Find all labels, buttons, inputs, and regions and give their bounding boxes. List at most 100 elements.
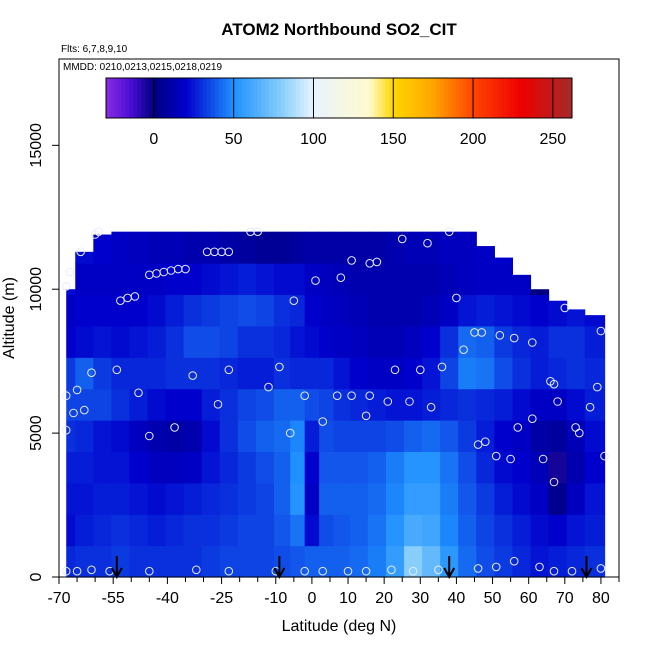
sample-point — [80, 405, 89, 415]
colorbar-tick-label: 100 — [300, 131, 327, 148]
colorbar-segment — [261, 78, 266, 118]
heatmap-cell — [476, 514, 495, 547]
sample-point — [311, 276, 320, 285]
x-tick-label: -70 — [47, 590, 70, 607]
sample-points — [61, 227, 609, 576]
colorbar-segment — [443, 78, 449, 118]
x-tick-label: 10 — [339, 590, 357, 607]
x-tick-label: 70 — [556, 590, 574, 607]
heatmap-cell — [66, 514, 76, 547]
colorbar-segment — [187, 78, 192, 118]
heatmap-cell — [93, 263, 112, 296]
heatmap-cell — [458, 357, 477, 390]
heatmap-cell — [494, 294, 514, 327]
heatmap-cell — [349, 357, 369, 390]
sample-point — [473, 564, 483, 573]
colorbar-segment — [428, 78, 433, 118]
heatmap-cell — [440, 388, 459, 421]
heatmap-cell — [333, 294, 351, 327]
colorbar-segment — [556, 78, 561, 118]
heatmap-cell — [93, 420, 112, 453]
heatmap-cell — [147, 294, 167, 327]
sample-point — [145, 431, 154, 441]
heatmap-cell — [75, 388, 94, 421]
heatmap-cell — [129, 482, 149, 515]
colorbar-segment — [222, 78, 227, 118]
y-axis-title: Altitude (m) — [1, 277, 18, 359]
heatmap-cell — [290, 231, 306, 264]
sample-point — [87, 565, 96, 575]
sample-point — [423, 238, 432, 248]
x-axis-title: Latitude (deg N) — [282, 618, 397, 635]
heatmap-cell — [304, 231, 320, 264]
heatmap-cell — [385, 451, 405, 484]
colorbar-tick-label: 150 — [380, 131, 407, 148]
heatmap-cell — [476, 246, 495, 264]
sample-point — [477, 328, 487, 337]
heatmap-cell — [494, 263, 514, 296]
sample-point — [408, 566, 418, 576]
heatmap-cell — [512, 325, 532, 358]
heatmap-cell — [319, 294, 335, 327]
heatmap-cell — [255, 514, 275, 547]
heatmap-cell — [66, 482, 76, 515]
colorbar-segment — [389, 78, 394, 118]
colorbar-segment — [490, 78, 495, 118]
heatmap-cell — [219, 388, 239, 421]
colorbar-segment — [412, 78, 418, 118]
colorbar-segment — [133, 78, 138, 118]
heatmap-cell — [75, 451, 94, 484]
heatmap-cell — [422, 451, 441, 484]
heatmap-cell — [273, 231, 291, 264]
sample-point — [130, 292, 140, 301]
colorbar-segment — [474, 78, 480, 118]
heatmap-cell — [129, 514, 149, 547]
heatmap-cell — [319, 514, 335, 547]
heatmap-cell — [333, 482, 351, 515]
sample-point — [491, 451, 501, 461]
heatmap-cell — [458, 388, 477, 421]
colorbar-segment — [455, 78, 460, 118]
heatmap-cell — [584, 451, 606, 484]
heatmap-cell — [75, 263, 94, 296]
heatmap-cell — [183, 357, 203, 390]
heatmap-cell — [201, 388, 221, 421]
heatmap-cell — [237, 325, 257, 358]
heatmap-cell — [385, 514, 405, 547]
colorbar-segment — [405, 78, 410, 118]
colorbar-segment — [109, 78, 115, 118]
colorbar-segment — [296, 78, 301, 118]
colorbar-segment — [393, 78, 398, 118]
heatmap-cell — [584, 388, 606, 421]
heatmap-cell — [201, 357, 221, 390]
heatmap-cell — [404, 482, 423, 515]
heatmap-cell — [237, 263, 257, 296]
heatmap-cell — [476, 545, 495, 578]
heatmap-cell — [440, 514, 459, 547]
heatmap-cell — [566, 325, 586, 358]
heatmap-cell — [273, 294, 291, 327]
heatmap-cell — [165, 545, 185, 578]
heatmap-cell — [290, 482, 306, 515]
colorbar-segment — [241, 78, 247, 118]
colorbar-segment — [195, 78, 200, 118]
heatmap-cell — [440, 451, 459, 484]
heatmap-cell — [183, 325, 203, 358]
heatmap-cell — [147, 357, 167, 390]
heatmap-cell — [404, 357, 423, 390]
colorbar-segment — [175, 78, 181, 118]
colorbar-segment — [311, 78, 317, 118]
heatmap-cell — [385, 263, 405, 296]
sample-point — [275, 362, 284, 372]
heatmap-cell — [66, 294, 76, 327]
colorbar-segment — [284, 78, 290, 118]
heatmap-cell — [440, 263, 459, 296]
colorbar-tick-label: 200 — [460, 131, 487, 148]
heatmap-cell — [111, 482, 131, 515]
sample-point — [405, 397, 414, 406]
heatmap-cell — [584, 357, 606, 390]
x-tick-label: 20 — [375, 590, 393, 607]
sample-point — [506, 454, 515, 464]
heatmap-cell — [93, 451, 112, 484]
heatmap-cell — [476, 325, 495, 358]
